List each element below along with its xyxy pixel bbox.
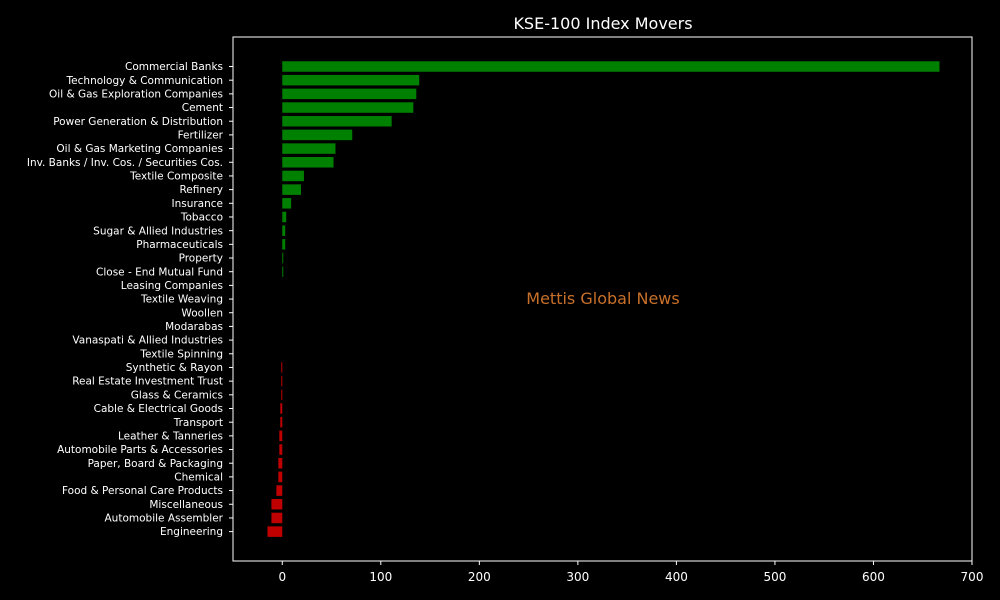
x-tick-label: 100 — [369, 570, 392, 584]
bar-cement — [282, 102, 414, 113]
category-label-insurance: Insurance — [171, 198, 223, 210]
bar-miscellaneous — [271, 499, 283, 510]
category-label-real-estate-investment-trust: Real Estate Investment Trust — [72, 376, 223, 388]
x-tick-label: 300 — [566, 570, 589, 584]
x-axis: 0 100 200 300 400 500 600 700 — [278, 561, 983, 584]
category-label-vanaspati-allied-industries: Vanaspati & Allied Industries — [72, 335, 223, 347]
category-label-engineering: Engineering — [160, 526, 223, 538]
bar-close-end-mutual-fund — [282, 266, 284, 277]
category-label-transport: Transport — [173, 417, 223, 429]
category-label-automobile-parts-accessories: Automobile Parts & Accessories — [57, 444, 223, 456]
x-tick-label: 400 — [665, 570, 688, 584]
category-label-synthetic-rayon: Synthetic & Rayon — [126, 362, 223, 374]
category-label-pharmaceuticals: Pharmaceuticals — [136, 239, 223, 251]
category-label-oil-gas-marketing-companies: Oil & Gas Marketing Companies — [56, 143, 223, 155]
category-label-miscellaneous: Miscellaneous — [149, 499, 223, 511]
category-label-tobacco: Tobacco — [180, 212, 223, 224]
bar-transport — [280, 416, 283, 428]
category-label-food-personal-care-products: Food & Personal Care Products — [62, 485, 223, 497]
bar-refinery — [282, 184, 301, 195]
bar-property — [282, 252, 284, 264]
category-label-property: Property — [179, 253, 223, 265]
bar-fertilizer — [282, 129, 353, 141]
category-label-textile-spinning: Textile Spinning — [139, 348, 223, 360]
chart-title: KSE-100 Index Movers — [513, 14, 692, 33]
category-label-chemical: Chemical — [174, 472, 223, 484]
bar-cable-electrical-goods — [280, 403, 283, 414]
x-tick-label: 700 — [961, 570, 984, 584]
watermark-text: Mettis Global News — [526, 289, 679, 308]
bar-textile-composite — [282, 170, 304, 182]
category-label-paper-board-packaging: Paper, Board & Packaging — [88, 458, 223, 470]
category-label-close-end-mutual-fund: Close - End Mutual Fund — [96, 266, 223, 278]
bar-synthetic-rayon — [281, 362, 283, 373]
bar-insurance — [282, 198, 292, 209]
bar-glass-ceramics — [281, 389, 283, 401]
category-label-refinery: Refinery — [179, 184, 223, 196]
category-label-leasing-companies: Leasing Companies — [121, 280, 223, 292]
bar-engineering — [267, 526, 283, 537]
category-label-cable-electrical-goods: Cable & Electrical Goods — [94, 403, 223, 415]
bar-leather-tanneries — [279, 430, 283, 442]
x-tick-label: 600 — [862, 570, 885, 584]
x-tick-label: 500 — [763, 570, 786, 584]
bar-automobile-parts-accessories — [279, 444, 283, 455]
bar-commercial-banks — [282, 61, 940, 72]
bar-chemical — [278, 471, 283, 483]
bar-technology-communication — [282, 74, 420, 86]
category-label-sugar-allied-industries: Sugar & Allied Industries — [93, 225, 223, 237]
category-label-power-generation-distribution: Power Generation & Distribution — [53, 116, 223, 128]
category-label-automobile-assembler: Automobile Assembler — [105, 513, 224, 525]
category-label-textile-composite: Textile Composite — [129, 171, 223, 183]
category-label-commercial-banks: Commercial Banks — [125, 61, 223, 73]
category-labels-group: Commercial Banks Technology & Communicati… — [27, 61, 233, 538]
bar-oil-gas-exploration-companies — [282, 88, 417, 100]
bar-sugar-allied-industries — [282, 225, 286, 236]
x-tick-label: 200 — [468, 570, 491, 584]
bar-pharmaceuticals — [282, 239, 286, 250]
category-label-technology-communication: Technology & Communication — [66, 75, 223, 87]
category-label-leather-tanneries: Leather & Tanneries — [118, 430, 223, 442]
bars-group — [267, 61, 940, 537]
bar-automobile-assembler — [271, 512, 283, 524]
category-label-woollen: Woollen — [181, 307, 223, 319]
category-label-modarabas: Modarabas — [165, 321, 223, 333]
bar-inv-banks-inv-cos-securities-cos — [282, 157, 334, 168]
category-label-oil-gas-exploration-companies: Oil & Gas Exploration Companies — [49, 88, 223, 100]
bar-tobacco — [282, 211, 287, 223]
bar-oil-gas-marketing-companies — [282, 143, 336, 154]
category-label-cement: Cement — [182, 102, 223, 114]
bar-paper-board-packaging — [278, 457, 283, 469]
category-label-fertilizer: Fertilizer — [178, 130, 224, 142]
bar-real-estate-investment-trust — [281, 375, 283, 387]
bar-food-personal-care-products — [276, 485, 283, 496]
category-label-inv-banks-inv-cos-securities-cos: Inv. Banks / Inv. Cos. / Securities Cos. — [27, 157, 223, 169]
category-label-glass-ceramics: Glass & Ceramics — [131, 389, 223, 401]
bar-power-generation-distribution — [282, 115, 392, 127]
category-label-textile-weaving: Textile Weaving — [140, 294, 223, 306]
x-tick-label: 0 — [278, 570, 286, 584]
